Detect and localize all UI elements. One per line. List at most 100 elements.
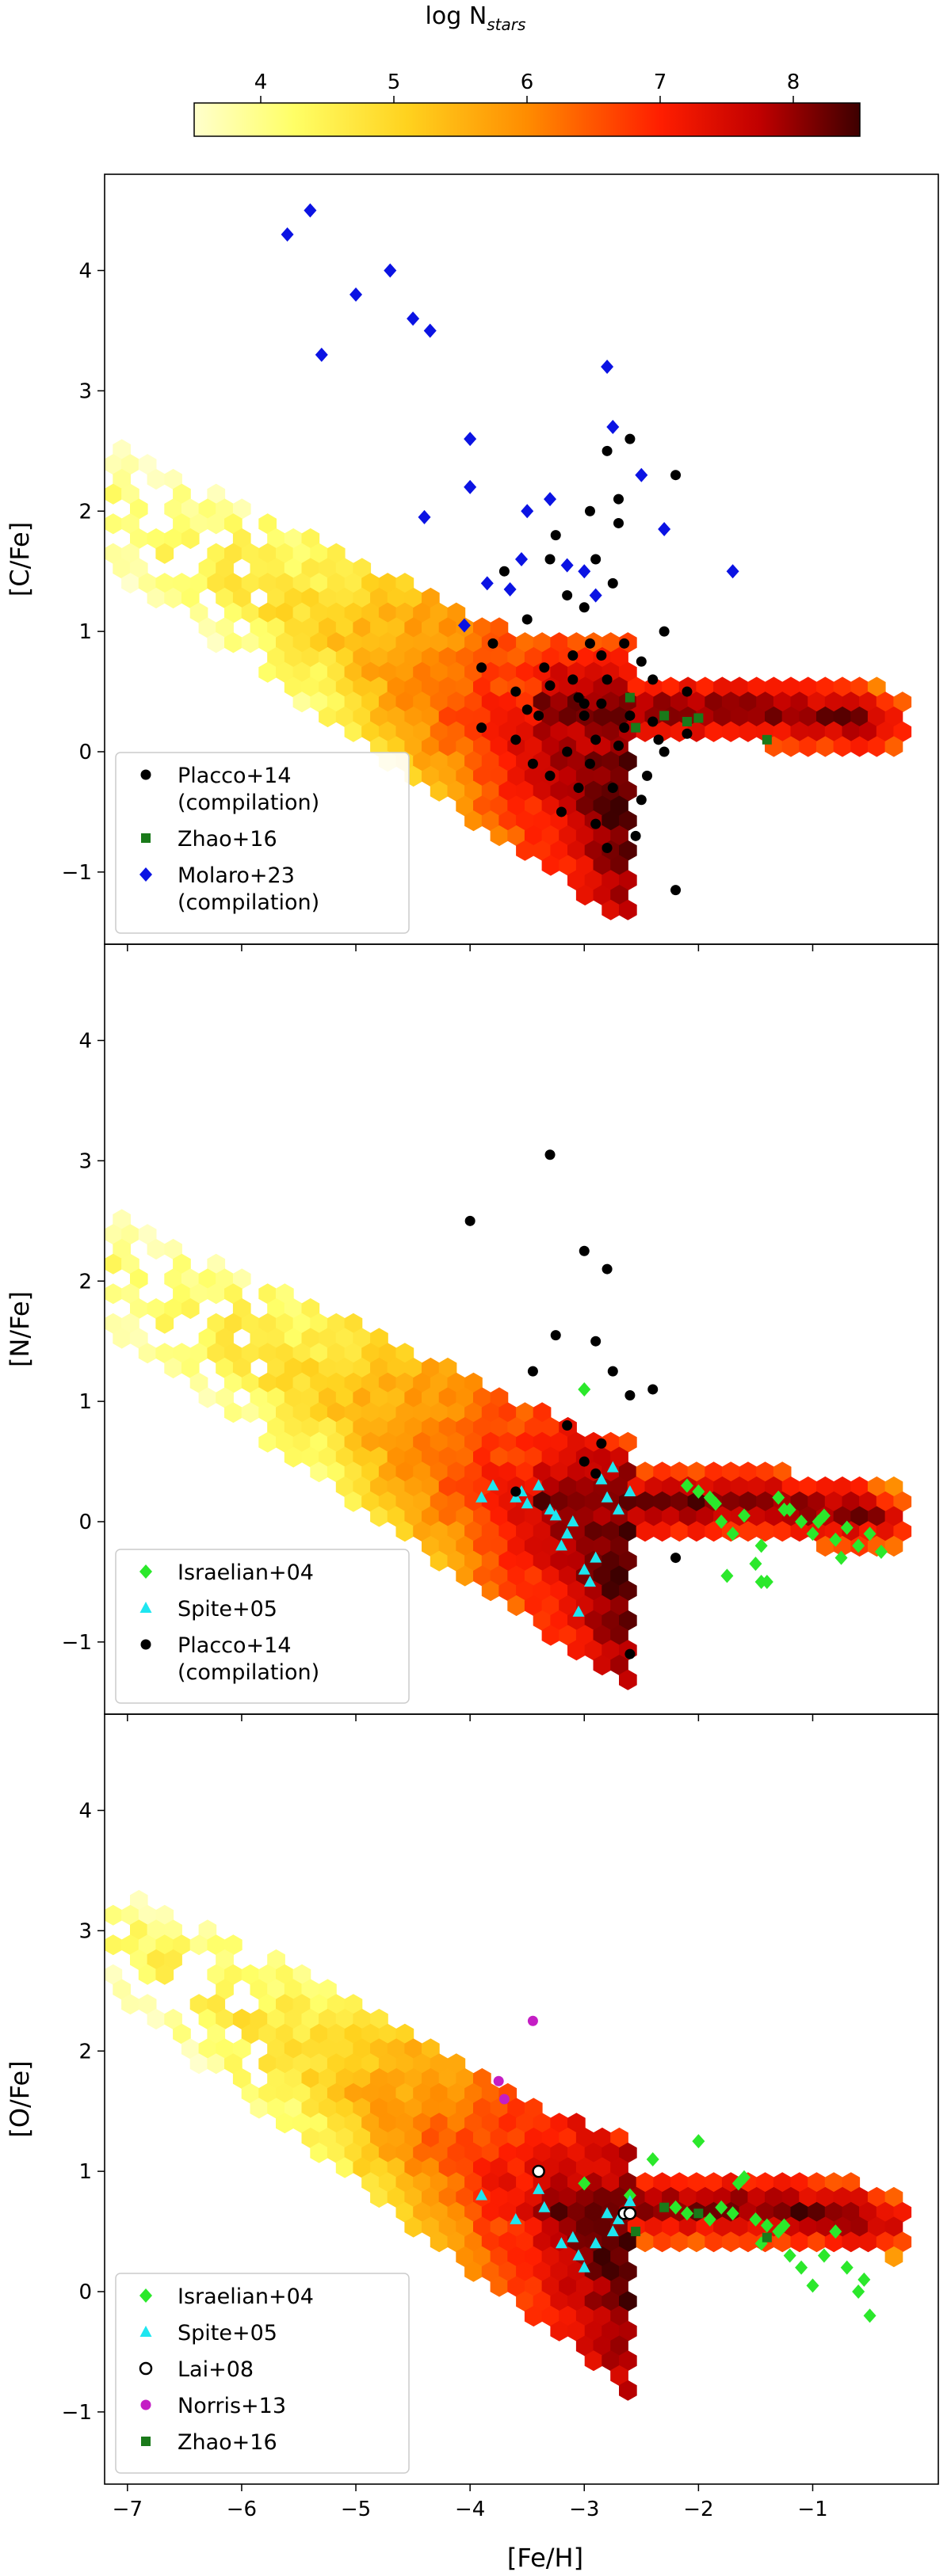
legend-marker [140, 2399, 151, 2410]
data-point [624, 1485, 636, 1497]
x-tick-label: −3 [569, 2498, 599, 2521]
data-point [521, 1497, 533, 1509]
data-point [281, 227, 294, 242]
data-point [606, 1461, 619, 1473]
data-point [812, 1515, 825, 1529]
y-axis-label: [N/Fe] [5, 1291, 35, 1367]
data-point [682, 686, 693, 697]
colorbar-tick-label: 7 [654, 70, 667, 94]
data-point [669, 2200, 682, 2215]
y-tick-label: 1 [78, 1390, 92, 1414]
hexbin-density [105, 439, 912, 920]
y-tick-label: −1 [62, 861, 92, 885]
data-point [829, 2224, 842, 2239]
data-point [503, 581, 517, 596]
data-point [646, 2151, 659, 2166]
data-point [579, 1456, 590, 1467]
data-point [659, 626, 670, 637]
data-point [464, 479, 477, 494]
series-israelian-04 [578, 2134, 877, 2323]
data-point [601, 1491, 613, 1503]
data-point [840, 1520, 854, 1535]
legend-marker [139, 2288, 152, 2303]
data-point [539, 662, 550, 673]
data-point [607, 783, 618, 794]
x-tick-label: −1 [797, 2498, 827, 2521]
data-point [532, 2164, 545, 2178]
colorbar: log Nstars 4 5 6 7 8 [193, 2, 861, 137]
data-point [760, 2218, 773, 2233]
data-point [762, 734, 772, 745]
data-point [584, 505, 595, 516]
data-point [487, 638, 498, 649]
data-point [544, 554, 556, 565]
data-point [510, 686, 521, 697]
data-point [606, 2225, 619, 2237]
data-point [852, 1538, 865, 1553]
legend-marker [141, 2437, 151, 2446]
data-point [613, 740, 624, 751]
legend-marker [140, 1639, 151, 1650]
data-point [572, 2249, 585, 2261]
data-point [613, 493, 624, 505]
data-point [579, 710, 590, 721]
data-point [464, 432, 477, 447]
data-point [544, 1503, 556, 1515]
data-point [567, 1515, 579, 1526]
y-tick-label: 0 [78, 1511, 92, 1534]
data-point [726, 2206, 739, 2221]
x-tick-label: −4 [455, 2498, 485, 2521]
data-point [738, 1508, 751, 1523]
y-tick-label: 3 [78, 1919, 92, 1943]
legend-label: Spite+05 [178, 2321, 277, 2345]
data-point [659, 746, 670, 757]
data-point [521, 614, 533, 625]
data-point [590, 1551, 602, 1563]
colorbar-tick-label: 4 [254, 70, 268, 94]
data-point [595, 1473, 608, 1484]
data-point [731, 2176, 745, 2191]
panel-carbon: −1 0 1 2 3 4 [C/Fe] Placco+14 (compilation) Zhao+… [5, 173, 939, 951]
y-tick-label: 3 [78, 379, 92, 403]
data-point [590, 734, 602, 745]
data-point [498, 566, 510, 577]
data-point [304, 203, 317, 218]
legend-marker [141, 833, 151, 843]
series-placco-14 [464, 1149, 682, 1660]
data-point [510, 1491, 522, 1503]
data-point [560, 558, 574, 573]
legend-marker [139, 1564, 152, 1579]
data-point [682, 728, 693, 739]
legend-label-line2: (compilation) [178, 890, 319, 915]
data-point [384, 263, 397, 278]
data-point [562, 590, 573, 601]
data-point [624, 2195, 636, 2207]
data-point [555, 1539, 567, 1551]
x-tick-label: −5 [341, 2498, 371, 2521]
data-point [619, 722, 630, 734]
data-point [533, 710, 544, 721]
y-axis-label: [O/Fe] [5, 2060, 35, 2137]
data-point [515, 552, 528, 566]
legend-label: Lai+08 [178, 2357, 254, 2382]
data-point [510, 2212, 522, 2224]
x-tick-label: −7 [113, 2498, 143, 2521]
data-point [852, 2284, 865, 2299]
data-point [544, 1149, 556, 1160]
data-point [572, 1605, 585, 1617]
data-point [583, 1575, 596, 1587]
data-point [544, 770, 556, 781]
data-point [476, 662, 487, 673]
y-tick-label: 2 [78, 2040, 92, 2063]
data-point [749, 1557, 762, 1572]
data-point [589, 588, 602, 603]
series-zhao-16 [624, 692, 772, 745]
y-tick-label: 4 [78, 260, 92, 284]
panel-nitrogen: −1 0 1 2 3 4 [N/Fe] Israelian+04 Spite+05 Placco+… [5, 943, 939, 1721]
data-point [601, 360, 614, 374]
data-point [840, 2260, 854, 2275]
y-tick-label: 4 [78, 1030, 92, 1054]
data-point [612, 2212, 624, 2224]
data-point [612, 1503, 624, 1515]
